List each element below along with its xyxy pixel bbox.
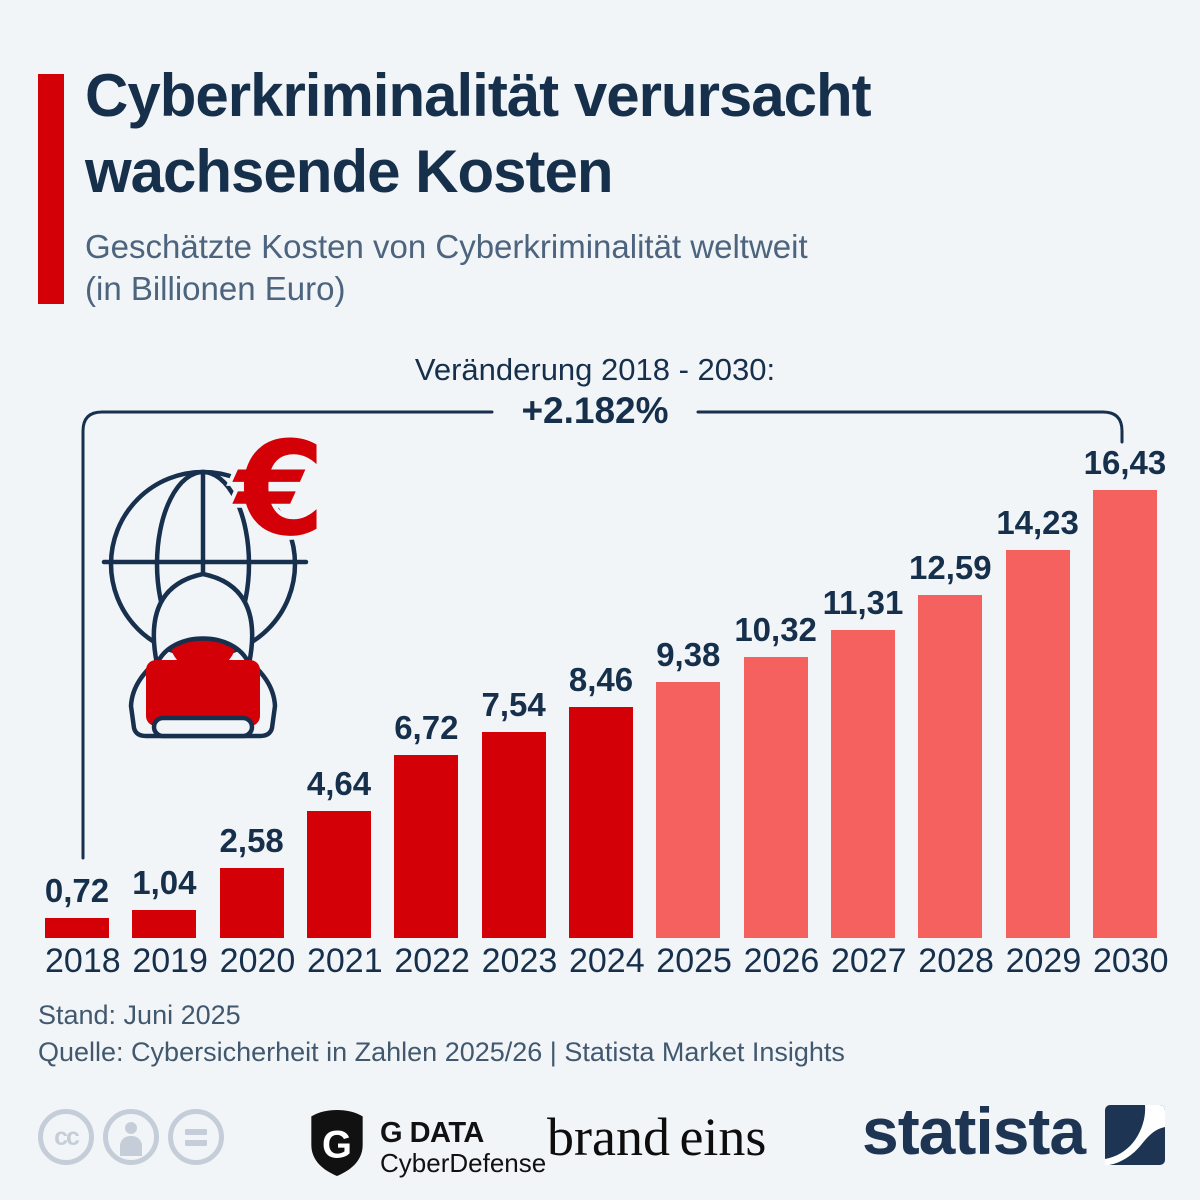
statista-logo-icon [1105,1105,1165,1165]
x-axis-label: 2021 [306,942,383,980]
bar [45,918,109,938]
date-note: Stand: Juni 2025 [38,1000,241,1030]
cc-license-icons: cc [38,1109,224,1165]
bar-group-2027: 11,31 [823,584,903,938]
statista-wordmark: statista [862,1094,1086,1168]
x-axis-label: 2024 [568,942,645,980]
bar-group-2026: 10,32 [734,611,817,938]
x-axis-label: 2029 [1005,942,1082,980]
bar-value-label: 9,38 [656,636,721,673]
bar-group-2029: 14,23 [996,504,1079,938]
laptop-base [151,715,255,739]
bar-value-label: 12,59 [908,549,992,586]
bar-value-label: 10,32 [734,611,817,648]
x-axis-label: 2027 [830,942,907,980]
bar-group-2022: 6,72 [394,709,458,938]
bar [219,868,284,938]
x-axis-label: 2028 [918,942,994,980]
bar-value-label: 14,23 [996,504,1079,541]
bar-group-2028: 12,59 [909,549,992,938]
bar-value-label: 4,64 [306,765,372,802]
svg-text:G: G [322,1124,352,1167]
x-axis-label: 2019 [132,942,208,980]
bar-chart: 0,72 1,04 2,58 4,64 6,72 7,54 8,46 9,38 10,32 11,… [45,444,1166,938]
bar-group-2023: 7,54 [482,686,546,938]
bar-value-label: 7,54 [481,686,546,723]
bar-value-label: 11,31 [822,584,904,621]
hacker-globe-euro-illustration: € [101,422,329,739]
bar [830,630,895,938]
bar-group-2024: 8,46 [569,661,633,938]
bar-group-2020: 2,58 [220,822,284,938]
x-axis-label: 2030 [1092,942,1169,980]
brandeins-logo: brand eins [547,1107,767,1167]
bar-group-2025: 9,38 [656,636,720,938]
cc-no-derivatives-icon [168,1109,224,1165]
x-axis-label: 2023 [481,942,558,980]
change-annotation-label: Veränderung 2018 - 2030: [414,352,776,387]
bar [394,755,459,938]
cc-icon: cc [38,1109,94,1165]
bar-value-label: 1,04 [132,864,197,901]
subtitle-line-1: Geschätzte Kosten von Cyberkriminalität … [85,228,808,265]
gdata-logo: G G DATA CyberDefense [308,1110,546,1178]
bar [481,732,546,938]
x-axis-label: 2025 [656,942,732,980]
x-axis-labels: 2018 2019 2020 2021 2022 2023 2024 2025 2026 2027… [45,942,1169,981]
x-axis-label: 2018 [45,942,121,980]
bar [743,657,808,938]
bar [656,682,721,938]
gdata-wordmark: G DATA [380,1117,484,1149]
bar-group-2018: 0,72 [45,872,109,938]
bar-group-2021: 4,64 [307,765,371,938]
gdata-sub-wordmark: CyberDefense [380,1148,547,1178]
bar [306,811,371,938]
gdata-shield-icon: G [311,1110,363,1176]
bar-value-label: 0,72 [44,872,110,909]
laptop-icon [146,660,260,726]
change-annotation-value: +2.182% [521,390,669,431]
title-line-2: wachsende Kosten [85,138,613,205]
bar-group-2030: 16,43 [1084,444,1166,938]
bar-value-label: 2,58 [219,822,284,859]
bar-value-label: 8,46 [568,661,634,698]
bar-value-label: 16,43 [1083,444,1167,481]
bar [1005,550,1070,938]
cc-attribution-icon [103,1109,159,1165]
bar-group-2019: 1,04 [132,864,196,938]
subtitle-line-2: (in Billionen Euro) [85,270,346,307]
bar-value-label: 6,72 [394,709,459,746]
x-axis-label: 2022 [394,942,470,980]
euro-icon: € [232,422,325,565]
bar [132,910,197,938]
page-title: Cyberkriminalität verursacht wachsende K… [85,58,872,210]
bar [1092,490,1157,938]
bar [568,707,633,938]
x-axis-label: 2026 [743,942,820,980]
bar [918,595,983,938]
hacker-hood [151,571,255,667]
source-note: Quelle: Cybersicherheit in Zahlen 2025/2… [38,1037,845,1067]
title-line-1: Cyberkriminalität verursacht [85,62,872,129]
page-subtitle: Geschätzte Kosten von Cyberkriminalität … [85,226,808,310]
title-accent-bar [38,74,64,304]
x-axis-label: 2020 [219,942,296,980]
